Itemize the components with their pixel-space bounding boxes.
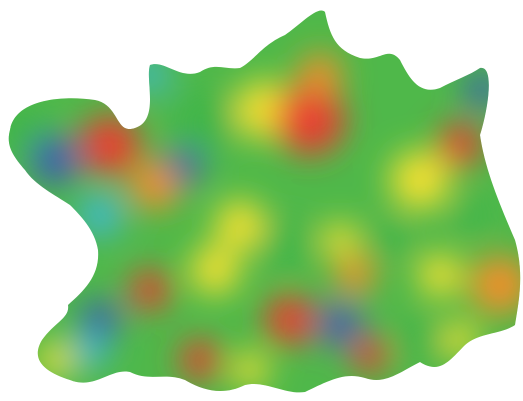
spot <box>215 200 265 250</box>
spot <box>80 300 120 340</box>
spot <box>335 255 375 295</box>
spot <box>470 255 521 315</box>
spot <box>37 342 73 378</box>
spot <box>175 90 235 150</box>
spot <box>370 220 410 260</box>
spot <box>78 193 122 237</box>
spot <box>464 72 500 108</box>
spot <box>130 160 180 210</box>
spot <box>418 253 462 297</box>
spot <box>398 318 442 362</box>
spot <box>298 53 342 97</box>
spot <box>452 197 488 233</box>
spot <box>438 123 482 167</box>
spot <box>130 270 170 310</box>
spot <box>275 85 345 155</box>
spot <box>265 295 315 345</box>
spot <box>72 332 108 368</box>
spot <box>8 105 45 155</box>
spot <box>260 220 310 270</box>
spot <box>318 303 362 347</box>
spot <box>442 322 478 358</box>
spot <box>132 57 168 93</box>
spot <box>390 150 450 210</box>
spot <box>190 245 240 295</box>
spot <box>232 352 268 388</box>
spot <box>180 340 220 380</box>
spot <box>30 135 80 185</box>
spot <box>322 222 358 258</box>
spot <box>80 115 140 175</box>
spot <box>167 147 203 183</box>
spot <box>352 337 388 373</box>
